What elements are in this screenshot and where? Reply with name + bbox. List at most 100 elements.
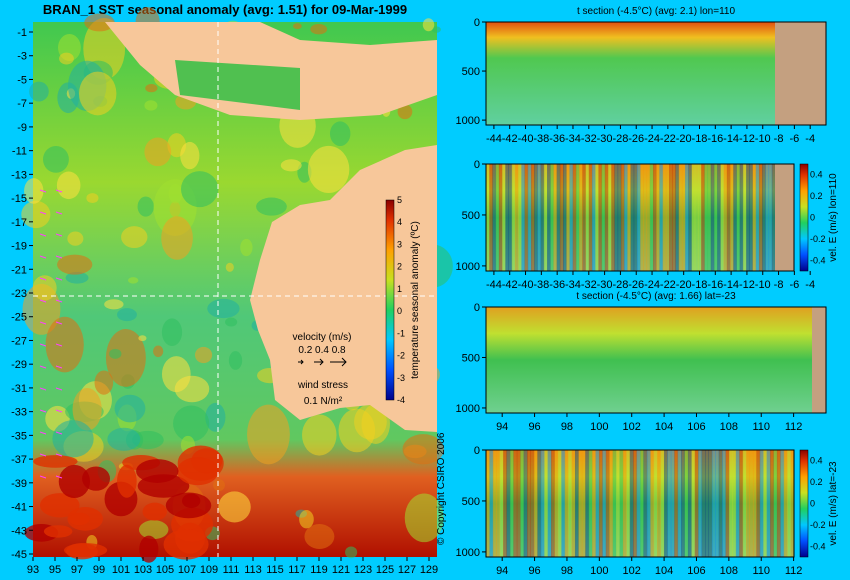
sst-patch	[338, 408, 376, 453]
velocity-stripe	[537, 164, 542, 271]
velocity-stripe	[674, 450, 679, 557]
velocity-stripe	[492, 164, 497, 271]
velocity-stripe	[553, 164, 558, 271]
x-tick-label: -42	[502, 133, 518, 145]
lon-tick-label: 97	[71, 564, 83, 576]
sst-hot-patch	[68, 512, 90, 526]
x-tick-label: 96	[528, 565, 540, 577]
lat-tick-label: -27	[11, 335, 27, 347]
sst-hot-patch	[165, 492, 212, 519]
velocity-stripe	[687, 450, 692, 557]
sst-hot-patch	[136, 459, 179, 483]
velocity-stripe	[527, 450, 531, 557]
lon-tick-label: 113	[244, 564, 262, 576]
wind-arrow	[55, 233, 63, 237]
sst-patch	[86, 193, 99, 204]
map-colorbar-tick: 0	[397, 306, 402, 316]
velocity-stripe	[665, 164, 670, 271]
x-tick-label: 100	[590, 565, 608, 577]
lon-tick-label: 127	[398, 564, 416, 576]
sst-map[interactable]	[21, 7, 453, 563]
sst-patch	[121, 226, 148, 249]
sst-patch	[144, 137, 172, 167]
velocity-stripe	[752, 450, 757, 557]
sst-patch	[161, 216, 193, 260]
velocity-stripe	[739, 450, 744, 557]
sst-patch	[432, 26, 441, 33]
velocity-stripe	[554, 450, 559, 557]
wind-arrow	[55, 189, 63, 193]
velocity-stripe	[502, 164, 506, 271]
velocity-stripe	[650, 450, 655, 557]
sst-hot-patch	[58, 464, 91, 499]
velocity-stripe	[581, 450, 586, 557]
sst-patch	[59, 52, 74, 65]
velocity-stripe	[601, 164, 606, 271]
colorbar-tick: 0.4	[810, 170, 823, 180]
section-panels: t section (-4.5°C) (avg: 2.1) lon=110 0 50…	[456, 6, 839, 577]
velocity-stripe	[749, 450, 754, 557]
x-tick-label: -16	[707, 279, 723, 291]
velocity-stripe	[568, 450, 573, 557]
velocity-stripe	[540, 450, 545, 557]
wind-arrow	[55, 409, 63, 413]
sst-patch	[127, 277, 139, 284]
sst-patch	[21, 200, 51, 229]
x-tick-label: -38	[533, 279, 549, 291]
sst-patch	[207, 298, 240, 319]
lon-tick-label: 111	[223, 564, 240, 576]
velocity-stripe	[569, 164, 574, 271]
map-colorbar-tick: 4	[397, 217, 402, 227]
map-colorbar-tick: -2	[397, 351, 405, 361]
velocity-stripe	[524, 164, 529, 271]
map-colorbar	[385, 199, 395, 401]
velocity-stripe	[717, 164, 721, 271]
velocity-stripe	[572, 164, 577, 271]
velocity-stripe	[698, 450, 703, 557]
x-tick-label: -18	[692, 133, 708, 145]
lat-tick-label: -1	[17, 27, 27, 39]
sst-patch	[397, 104, 413, 120]
map-colorbar-tick: -4	[397, 395, 405, 405]
colorbar-tick: 0.2	[810, 191, 823, 201]
velocity-stripe	[547, 164, 551, 271]
lon-tick-label: 123	[354, 564, 372, 576]
depth-tick-label: 1000	[456, 403, 480, 415]
copyright-text: © Copyright CSIRO 2006	[436, 432, 447, 545]
sst-patch	[218, 491, 251, 523]
sst-patch	[307, 145, 350, 194]
velocity-stripe	[495, 164, 500, 271]
velocity-stripe	[605, 450, 610, 557]
x-tick-label: 102	[623, 421, 641, 433]
x-tick-label: -44	[486, 133, 502, 145]
velocity-stripe	[566, 164, 570, 271]
sst-patch	[144, 100, 158, 111]
vel-section-lon-colorbar-label: vel. E (m/s) lon=110	[828, 173, 839, 262]
x-tick-label: -30	[597, 133, 613, 145]
velocity-stripe	[547, 450, 552, 557]
velocity-stripe	[499, 450, 504, 557]
x-tick-label: -26	[628, 279, 644, 291]
velocity-stripe	[646, 450, 651, 557]
sst-patch	[104, 299, 124, 310]
x-tick-label: -44	[486, 279, 502, 291]
t-section-lat[interactable]: t section (-4.5°C) (avg: 1.66) lat=-23 0 5…	[456, 291, 827, 433]
colorbar-tick: 0	[810, 213, 815, 223]
velocity-stripe	[527, 164, 532, 271]
vel-section-lat-colorbar	[799, 449, 809, 558]
map-colorbar-ticks: 5 4 3 2 1 0 -1 -2 -3 -4	[397, 195, 405, 405]
sst-patch	[228, 351, 243, 370]
x-tick-label: -40	[518, 133, 534, 145]
x-tick-label: 108	[720, 565, 738, 577]
wind-arrow	[55, 475, 63, 479]
vel-section-lat[interactable]: 0 500 1000 94 96 98 100 102 104 106 108 110 112 0.4 0.…	[456, 445, 839, 577]
velocity-stripe	[579, 164, 583, 271]
x-tick-label: -4	[805, 133, 815, 145]
velocity-stripe	[626, 450, 631, 557]
sst-patch	[180, 171, 219, 208]
x-tick-label: -36	[549, 279, 565, 291]
velocity-stripe	[715, 450, 720, 557]
t-section-lon[interactable]: t section (-4.5°C) (avg: 2.1) lon=110 0 50…	[456, 6, 827, 145]
velocity-stripe	[629, 450, 634, 557]
